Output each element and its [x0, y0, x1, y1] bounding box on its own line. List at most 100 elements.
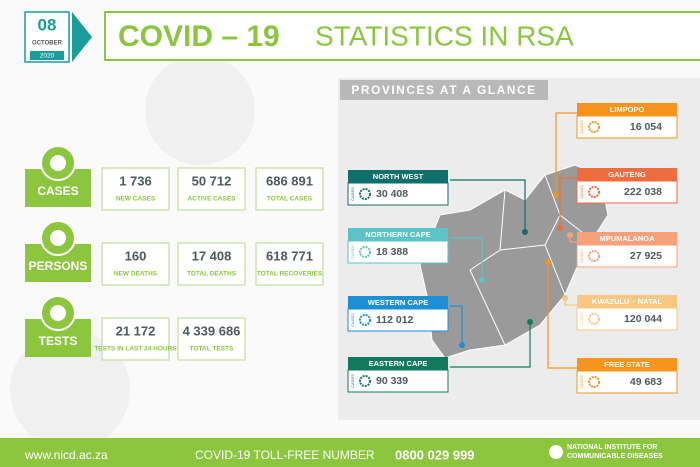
virus-icon [359, 314, 371, 326]
map-title-bar [340, 80, 548, 100]
stat-box [177, 167, 246, 211]
stat-box [177, 317, 246, 361]
stat-box [101, 242, 170, 286]
connector [450, 179, 526, 232]
province-value: 16 054 [630, 121, 662, 133]
stat-label: TOTAL TESTS [190, 346, 234, 353]
virus-icon [588, 186, 600, 198]
footer-bar [0, 438, 700, 467]
province-body [347, 182, 449, 206]
province-value: 112 012 [376, 314, 414, 326]
connector [547, 262, 577, 369]
stat-box [255, 167, 324, 211]
date-day: 08 [38, 15, 57, 34]
title-rest: STATISTICS IN RSA [315, 20, 574, 51]
stat-label: TOTAL DEATHS [187, 271, 237, 278]
connector [450, 322, 531, 368]
province-header [348, 357, 448, 370]
stat-box [177, 242, 246, 286]
stat-value: 160 [125, 248, 147, 263]
province-name: GAUTENG [608, 170, 646, 179]
stat-value: 1 736 [119, 173, 152, 188]
province-unit: CASES [350, 187, 355, 201]
province-unit: CASES [350, 313, 355, 327]
virus-icon [588, 313, 600, 325]
province-body [576, 307, 678, 331]
date-year: 2020 [40, 53, 55, 60]
stat-label: TESTS IN LAST 24 HOURS [94, 346, 177, 353]
footer-institute: NATIONAL INSTITUTE FOR [567, 444, 657, 451]
map-title: PROVINCES AT A GLANCE [351, 83, 536, 97]
province-body [347, 240, 449, 264]
title-box [104, 11, 700, 61]
group-label: PERSONS [29, 259, 88, 273]
footer-number: 0800 029 999 [395, 447, 475, 462]
province-body [576, 180, 678, 204]
stat-value: 21 172 [116, 323, 156, 338]
virus-icon [359, 188, 371, 200]
province-header [577, 358, 677, 371]
footer-institute: COMMUNICABLE DISEASES [567, 453, 663, 460]
stat-value: 686 891 [266, 173, 313, 188]
province-unit: CASES [579, 312, 584, 326]
province-name: NORTH WEST [373, 172, 424, 181]
province-body [576, 370, 678, 394]
stat-value: 17 408 [192, 248, 232, 263]
stat-value: 4 339 686 [183, 323, 241, 338]
province-unit: CASES [579, 185, 584, 199]
virus-icon [588, 250, 600, 262]
province-unit: CASES [350, 245, 355, 259]
province-header [577, 295, 677, 308]
map-dot [527, 319, 533, 325]
stat-value: 618 771 [266, 248, 313, 263]
stat-label: TOTAL CASES [267, 196, 313, 203]
group-icon-inner [50, 155, 66, 171]
date-arrow [72, 12, 92, 62]
map-dot [479, 277, 485, 283]
date-year-bar [30, 51, 64, 60]
province-name: EASTERN CAPE [369, 359, 428, 368]
map-dot [557, 225, 563, 231]
province-body [347, 308, 449, 332]
footer-url: www.nicd.ac.za [24, 448, 108, 462]
province-header [348, 296, 448, 309]
province-value: 30 408 [376, 188, 408, 200]
virus-watermark [10, 330, 130, 450]
footer-tollfree: COVID-19 TOLL-FREE NUMBER [195, 448, 375, 462]
connector [555, 112, 577, 195]
province-header [348, 228, 448, 241]
province-body [347, 369, 449, 393]
province-value: 120 044 [624, 313, 662, 325]
group-icon-inner [50, 230, 66, 246]
province-name: KWAZULU – NATAL [592, 297, 663, 306]
virus-icon [588, 376, 600, 388]
province-value: 222 038 [624, 186, 662, 198]
stat-label: NEW DEATHS [114, 271, 158, 278]
map-dot [562, 295, 568, 301]
province-name: NORTHERN CAPE [365, 230, 430, 239]
date-month: OCTOBER [32, 41, 63, 47]
province-value: 18 388 [376, 246, 408, 258]
group-icon-inner [50, 305, 66, 321]
stat-box [255, 242, 324, 286]
province-header [577, 232, 677, 245]
province-name: FREE STATE [604, 360, 650, 369]
stat-box [101, 317, 170, 361]
title-bold: COVID – 19 [118, 20, 280, 53]
province-header [577, 103, 677, 116]
province-header [348, 170, 448, 183]
connector [450, 305, 463, 345]
map-dot [567, 232, 573, 238]
province-value: 49 683 [630, 376, 662, 388]
stat-label: NEW CASES [116, 196, 156, 203]
province-unit: CASES [579, 249, 584, 263]
virus-watermark [145, 55, 255, 165]
virus-icon [588, 121, 600, 133]
map-dot [459, 342, 465, 348]
nicd-logo [549, 445, 563, 459]
map-dot [553, 192, 559, 198]
province-body [576, 244, 678, 268]
province-name: MPUMALANGA [600, 234, 656, 243]
stat-box [101, 167, 170, 211]
